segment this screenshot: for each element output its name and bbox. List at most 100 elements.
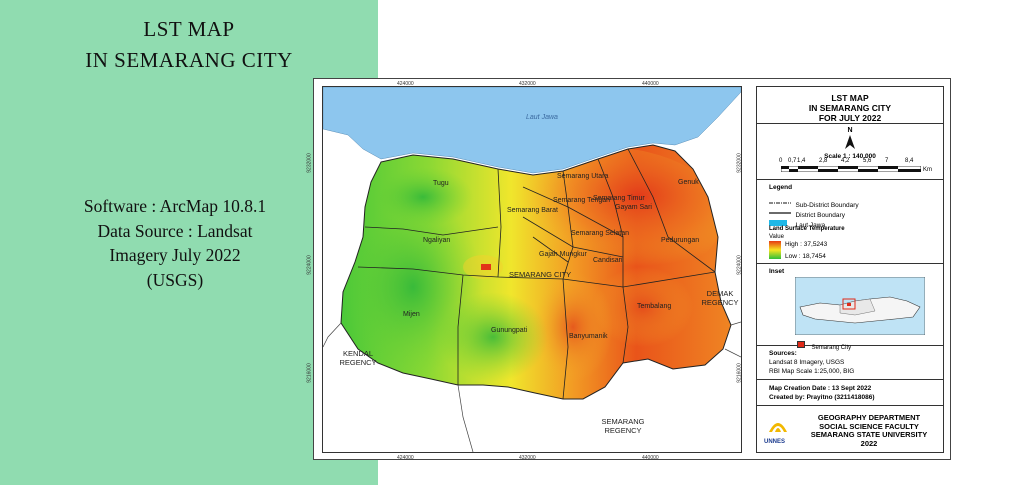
info-software: Software : ArcMap 10.8.1 bbox=[83, 196, 267, 216]
credits-block: Map Creation Date : 13 Sept 2022 Created… bbox=[757, 380, 943, 406]
scale-tick-7: 8,4 bbox=[905, 158, 914, 164]
scale-tick-5: 5,6 bbox=[863, 158, 872, 164]
x-tick-top-2: 432000 bbox=[519, 81, 536, 87]
inset-block: Inset Semarang City bbox=[757, 264, 943, 351]
lst-high-label: High : 37,5243 bbox=[785, 241, 828, 248]
inset-item-label: Semarang City bbox=[811, 345, 852, 351]
org-line-4: 2022 bbox=[860, 438, 878, 448]
district-boundaries bbox=[357, 148, 716, 400]
x-tick-top-1: 424000 bbox=[397, 81, 414, 87]
sea-legend-label: Laut Jawa bbox=[795, 222, 826, 229]
creation-date: Map Creation Date : 13 Sept 2022 bbox=[769, 385, 872, 392]
lst-heading: Land Surface Temperature bbox=[769, 226, 845, 232]
legend-title-block: LST MAP IN SEMARANG CITY FOR JULY 2022 bbox=[757, 87, 943, 124]
district-label-semarang-timur: Semarang Timur bbox=[593, 195, 645, 202]
legend-sea: Laut Jawa bbox=[769, 214, 825, 232]
district-label-semarang-barat: Semarang Barat bbox=[507, 207, 558, 214]
scale-tick-0: 0 bbox=[779, 158, 783, 164]
x-tick-bottom-1: 424000 bbox=[397, 455, 414, 461]
scale-tick-6: 7 bbox=[885, 158, 889, 164]
y-tick-right-1: 9232000 bbox=[736, 153, 743, 173]
y-tick-right-2: 9224000 bbox=[736, 255, 743, 275]
scale-tick-1: 0,7 bbox=[788, 158, 797, 164]
org-line-1: GEOGRAPHY DEPARTMENT bbox=[817, 413, 921, 422]
legend-title-3: FOR JULY 2022 bbox=[818, 113, 882, 123]
scale-bar bbox=[781, 166, 921, 172]
semarang-regency-label: SEMARANG REGENCY bbox=[601, 417, 645, 435]
district-label-ngaliyan: Ngaliyan bbox=[423, 237, 451, 244]
org-line-3: SEMARANG STATE UNIVERSITY bbox=[810, 430, 928, 439]
sub-district-label: Sub-District Boundary bbox=[795, 202, 859, 209]
inset-legend-item: Semarang City bbox=[797, 336, 851, 354]
district-label-semarang-selatan: Semarang Selatan bbox=[571, 230, 629, 237]
y-tick-left-3: 9216000 bbox=[306, 363, 313, 383]
sea-label: Laut Jawa bbox=[526, 114, 558, 121]
kendal-regency-label: KENDAL REGENCY bbox=[339, 349, 377, 367]
district-label-tugu: Tugu bbox=[433, 180, 449, 187]
lst-color-ramp bbox=[769, 241, 781, 259]
regency-boundaries bbox=[323, 321, 741, 452]
legend-title-1: LST MAP bbox=[831, 93, 869, 103]
slide-info: Software : ArcMap 10.8.1 Data Source : L… bbox=[0, 194, 350, 292]
district-label-semarang-tengah: Semarang Tengah bbox=[553, 197, 611, 204]
district-label-banyumanik: Banyumanik bbox=[569, 333, 608, 340]
org-text: GEOGRAPHY DEPARTMENT SOCIAL SCIENCE FACU… bbox=[797, 413, 941, 448]
source-2: RBI Map Scale 1:25,000, BIG bbox=[769, 368, 855, 375]
district-label-gajah-mungkur: Gajah Mungkur bbox=[539, 251, 587, 258]
legend-block: Legend Sub-District Boundary District Bo… bbox=[757, 180, 943, 264]
scale-label: Scale 1 : 140,000 bbox=[824, 153, 876, 160]
scale-block: N Scale 1 : 140,000 0 0,7 1,4 2,8 4,2 5,… bbox=[757, 124, 943, 180]
sources-block: Sources: Landsat 8 Imagery, USGS RBI Map… bbox=[757, 346, 943, 380]
sources-heading: Sources: bbox=[769, 350, 797, 357]
city-label: SEMARANG CITY bbox=[509, 270, 572, 279]
value-label: Value bbox=[769, 234, 784, 240]
slide-title: LST MAP IN SEMARANG CITY bbox=[0, 14, 378, 76]
y-tick-left-1: 9232000 bbox=[306, 153, 313, 173]
info-source: Data Source : Landsat bbox=[97, 220, 253, 241]
north-arrow-icon bbox=[845, 135, 855, 149]
x-tick-top-3: 440000 bbox=[642, 81, 659, 87]
sea-swatch bbox=[769, 219, 787, 226]
legend-panel: LST MAP IN SEMARANG CITY FOR JULY 2022 N… bbox=[756, 86, 944, 453]
inset-heading: Inset bbox=[769, 268, 785, 275]
y-tick-left-2: 9224000 bbox=[306, 255, 313, 275]
scale-tick-labels: 0 0,7 1,4 2,8 4,2 5,6 7 8,4 bbox=[779, 157, 929, 165]
info-usgs: (USGS) bbox=[146, 269, 204, 290]
lst-raster bbox=[341, 145, 731, 399]
district-label: District Boundary bbox=[795, 212, 845, 219]
x-tick-bottom-3: 440000 bbox=[642, 455, 659, 461]
district-label-pedurungan: Pedurungan bbox=[661, 237, 700, 244]
logo-text: UNNES bbox=[764, 439, 786, 445]
scale-tick-2: 1,4 bbox=[797, 158, 806, 164]
district-label-candisari: Candisari bbox=[593, 257, 623, 264]
district-label-tembalang: Tembalang bbox=[637, 303, 672, 310]
title-line-2: IN SEMARANG CITY bbox=[85, 48, 293, 72]
north-arrow: N bbox=[842, 126, 858, 154]
x-tick-bottom-2: 432000 bbox=[519, 455, 536, 461]
inset-swatch bbox=[797, 341, 805, 349]
district-label-semarang-utara: Semarang Utara bbox=[557, 173, 609, 180]
district-label-gunungpati: Gunungpati bbox=[491, 327, 528, 334]
created-by: Created by: Prayitno (3211418086) bbox=[769, 394, 875, 401]
legend-sub-district: Sub-District Boundary bbox=[769, 194, 859, 212]
sub-district-line-icon bbox=[769, 202, 791, 204]
scale-tick-3: 2,8 bbox=[819, 158, 828, 164]
title-line-1: LST MAP bbox=[143, 17, 235, 41]
legend-heading: Legend bbox=[769, 184, 793, 191]
lst-low-label: Low : 18,7454 bbox=[785, 253, 826, 260]
map-area: Laut Jawa Tugu Semarang Utara Semarang T… bbox=[322, 86, 742, 453]
district-label-mijen: Mijen bbox=[403, 311, 420, 318]
legend-title-2: IN SEMARANG CITY bbox=[808, 103, 892, 113]
info-imagery: Imagery July 2022 bbox=[109, 245, 241, 265]
org-line-2: SOCIAL SCIENCE FACULTY bbox=[819, 421, 919, 431]
demak-regency-label: DEMAK REGENCY bbox=[701, 289, 739, 307]
district-label-gayam-sari: Gayam Sari bbox=[615, 204, 652, 211]
sea bbox=[323, 87, 741, 174]
district-line-icon bbox=[769, 212, 791, 214]
legend-district: District Boundary bbox=[769, 204, 845, 222]
north-label: N bbox=[847, 127, 853, 134]
district-label-genuk: Genuk bbox=[678, 179, 699, 186]
scale-tick-4: 4,2 bbox=[841, 158, 850, 164]
source-1: Landsat 8 Imagery, USGS bbox=[769, 359, 845, 366]
lst-map-svg bbox=[323, 87, 741, 452]
